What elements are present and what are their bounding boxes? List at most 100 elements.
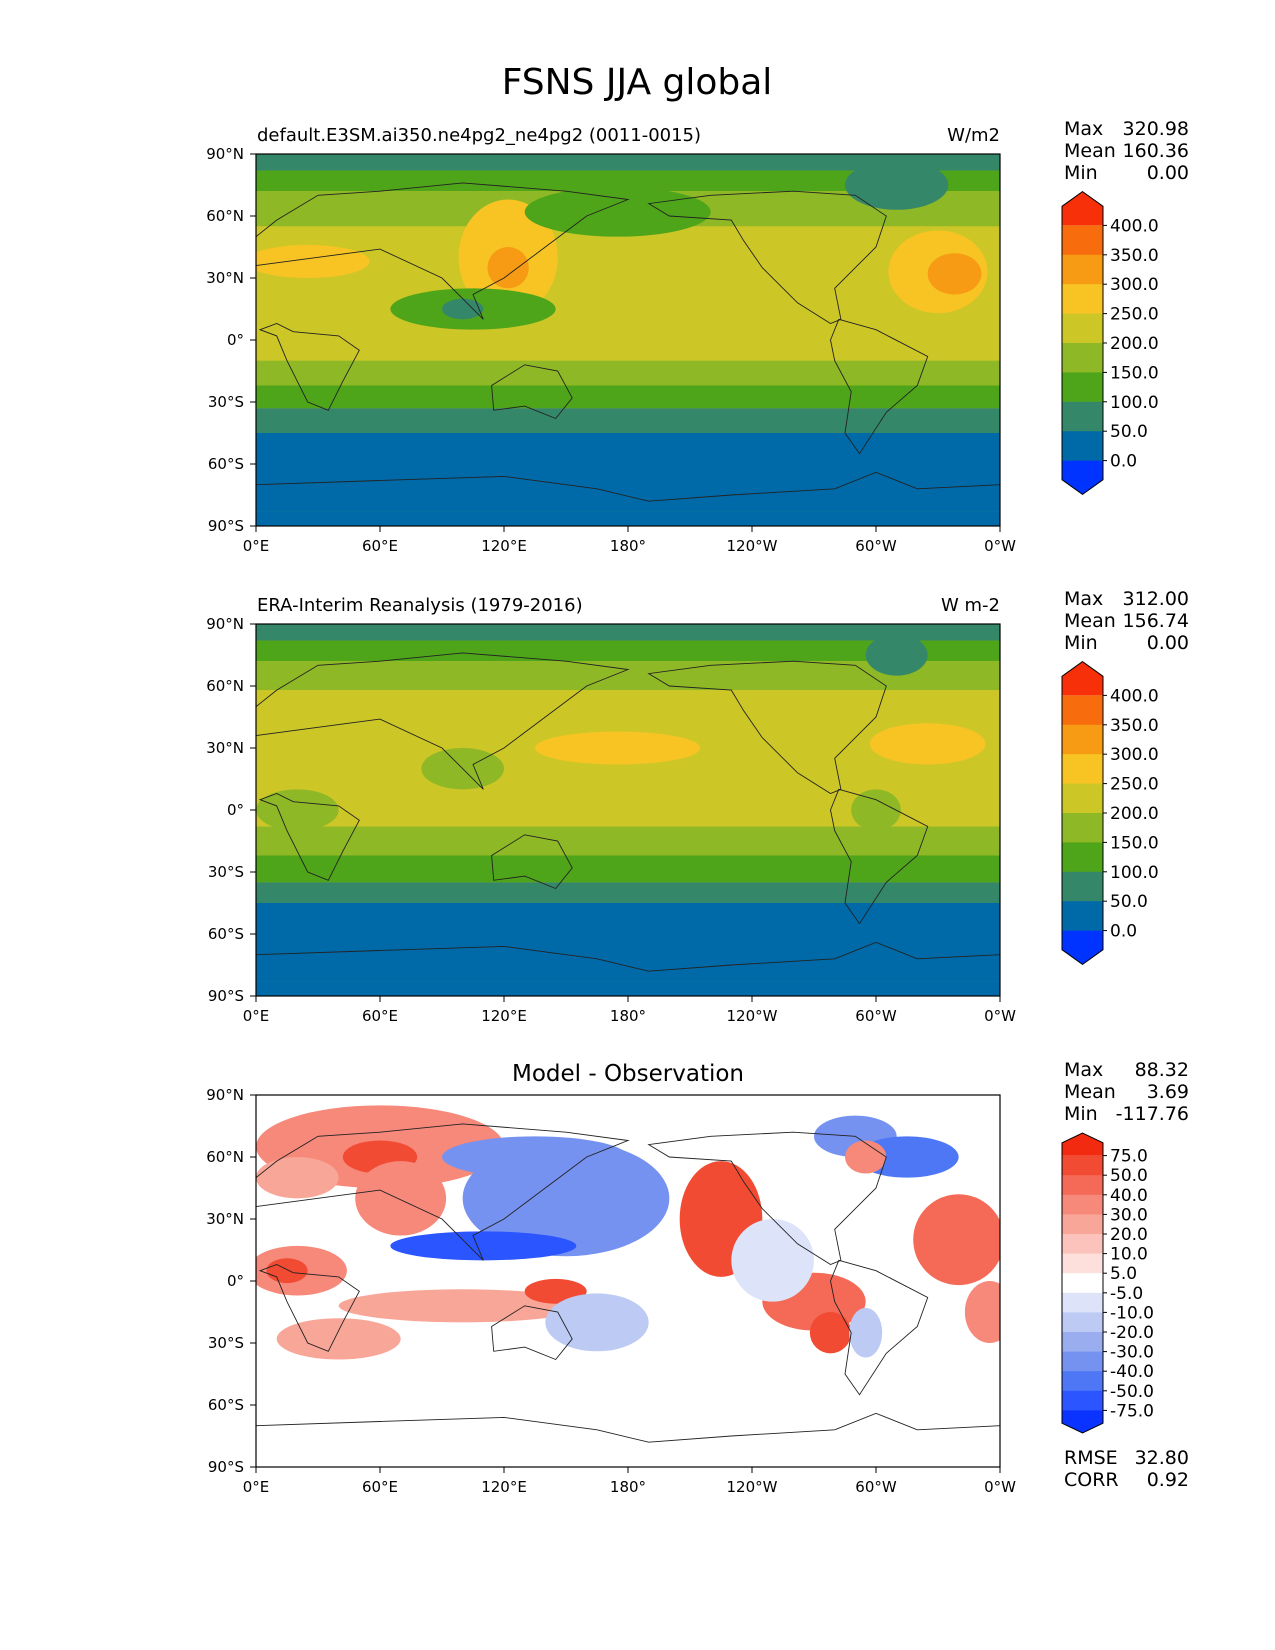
x-tick-label: 0°E (243, 1007, 270, 1025)
panel-reference: ERA-Interim Reanalysis (1979-2016) W m-2… (206, 588, 1189, 1025)
panel-difference-title: Model - Observation (512, 1061, 744, 1087)
colorbar-segment (1062, 372, 1103, 402)
colorbar-label: 300.0 (1110, 275, 1159, 295)
colorbar-segment (1062, 284, 1103, 314)
stat-max-value: 320.98 (1123, 118, 1189, 140)
stat-max-label: Max (1064, 118, 1103, 140)
zonal-band (256, 882, 1000, 903)
colorbar-label: 30.0 (1110, 1205, 1148, 1225)
colorbar-label: 300.0 (1110, 745, 1159, 765)
stat-mean-value: 3.69 (1147, 1081, 1189, 1103)
colorbar-label: -10.0 (1110, 1303, 1154, 1323)
zonal-band (256, 827, 1000, 856)
colorbar-segment (1062, 754, 1103, 784)
field-anomaly (487, 247, 528, 288)
zonal-band (256, 433, 1000, 512)
x-tick-label: 180° (610, 1007, 646, 1025)
y-tick-label: 30°N (206, 1210, 244, 1228)
panel-difference-colorbar: 75.050.040.030.020.010.05.0-5.0-10.0-20.… (1062, 1133, 1154, 1433)
stat-mean-label: Mean (1064, 1081, 1116, 1103)
colorbar-label: 0.0 (1110, 452, 1137, 472)
zonal-band (256, 903, 1000, 982)
colorbar-label: 250.0 (1110, 775, 1159, 795)
colorbar-segment (1062, 461, 1103, 495)
panel-test-units: W/m2 (947, 125, 1000, 146)
colorbar-label: -20.0 (1110, 1323, 1154, 1343)
panel-difference: Model - Observation Max 88.32 Mean 3.69 … (206, 1059, 1189, 1496)
x-tick-label: 0°W (984, 1478, 1016, 1496)
colorbar-segment (1062, 314, 1103, 344)
zonal-band (256, 288, 1000, 360)
x-tick-label: 0°W (984, 1007, 1016, 1025)
panel-reference-colorbar: 400.0350.0300.0250.0200.0150.0100.050.00… (1062, 662, 1159, 965)
zonal-band (256, 512, 1000, 526)
panel-test: default.E3SM.ai350.ne4pg2_ne4pg2 (0011-0… (206, 118, 1189, 555)
colorbar-label: 50.0 (1110, 422, 1148, 442)
stat-rmse-value: 32.80 (1135, 1447, 1189, 1469)
field-anomaly (845, 1140, 886, 1173)
y-tick-label: 60°N (206, 677, 244, 695)
y-tick-label: 90°N (206, 145, 244, 163)
zonal-band (256, 361, 1000, 386)
colorbar-segment (1062, 901, 1103, 931)
colorbar-segment (1062, 931, 1103, 965)
colorbar-segment (1062, 1391, 1103, 1411)
panel-test-colorbar: 400.0350.0300.0250.0200.0150.0100.050.00… (1062, 192, 1159, 495)
x-tick-label: 120°E (481, 1478, 527, 1496)
colorbar-segment (1062, 1234, 1103, 1254)
field-anomaly (246, 245, 370, 278)
field-anomaly (535, 731, 700, 764)
stat-min-value: 0.00 (1147, 632, 1189, 654)
field-anomaly (355, 1161, 446, 1235)
colorbar-segment (1062, 662, 1103, 696)
colorbar-label: 100.0 (1110, 863, 1159, 883)
zonal-band (256, 385, 1000, 408)
colorbar-segment (1062, 813, 1103, 843)
colorbar-label: 10.0 (1110, 1245, 1148, 1265)
x-tick-label: 60°E (362, 537, 398, 555)
colorbar-label: 50.0 (1110, 892, 1148, 912)
field-anomaly (965, 1281, 1015, 1343)
colorbar-label: 100.0 (1110, 393, 1159, 413)
panel-reference-stats: Max 312.00 Mean 156.74 Min 0.00 (1064, 588, 1189, 654)
y-tick-label: 30°S (208, 863, 244, 881)
colorbar-label: 350.0 (1110, 246, 1159, 266)
colorbar-label: 75.0 (1110, 1147, 1148, 1167)
colorbar-segment (1062, 225, 1103, 255)
x-tick-label: 60°W (855, 537, 897, 555)
x-tick-label: 60°W (855, 1007, 897, 1025)
y-tick-label: 60°N (206, 1148, 244, 1166)
x-tick-label: 120°E (481, 1007, 527, 1025)
field-anomaly (390, 1231, 576, 1260)
field-anomaly (928, 253, 982, 294)
y-tick-label: 30°S (208, 1334, 244, 1352)
stat-mean-label: Mean (1064, 610, 1116, 632)
x-tick-label: 60°W (855, 1478, 897, 1496)
field-anomaly (810, 1312, 851, 1353)
y-tick-label: 90°S (208, 987, 244, 1005)
field-anomaly (442, 1136, 628, 1177)
x-tick-label: 120°W (727, 1007, 778, 1025)
colorbar-segment (1062, 1312, 1103, 1332)
panel-test-map: 0°E 60°E 120°E 180° 120°W 60°W 0°W 90°N 60°N 30°N… (206, 145, 1016, 555)
stat-mean-value: 160.36 (1123, 140, 1189, 162)
colorbar-segment (1062, 1371, 1103, 1391)
stat-rmse-label: RMSE (1064, 1447, 1118, 1469)
colorbar-segment (1062, 695, 1103, 725)
y-tick-label: 0° (227, 1272, 244, 1290)
y-tick-label: 0° (227, 331, 244, 349)
x-tick-label: 60°E (362, 1478, 398, 1496)
y-tick-label: 60°S (208, 925, 244, 943)
colorbar-segment (1062, 872, 1103, 902)
x-tick-label: 120°E (481, 537, 527, 555)
colorbar-segment (1062, 1195, 1103, 1215)
colorbar-segment (1062, 1410, 1103, 1433)
colorbar-label: 5.0 (1110, 1264, 1137, 1284)
field-anomaly (849, 1308, 882, 1358)
y-tick-label: 30°S (208, 393, 244, 411)
stat-mean-value: 156.74 (1123, 610, 1189, 632)
field-anomaly (525, 187, 711, 237)
panel-reference-units: W m-2 (941, 595, 1000, 616)
y-tick-label: 90°N (206, 615, 244, 633)
colorbar-segment (1062, 842, 1103, 872)
